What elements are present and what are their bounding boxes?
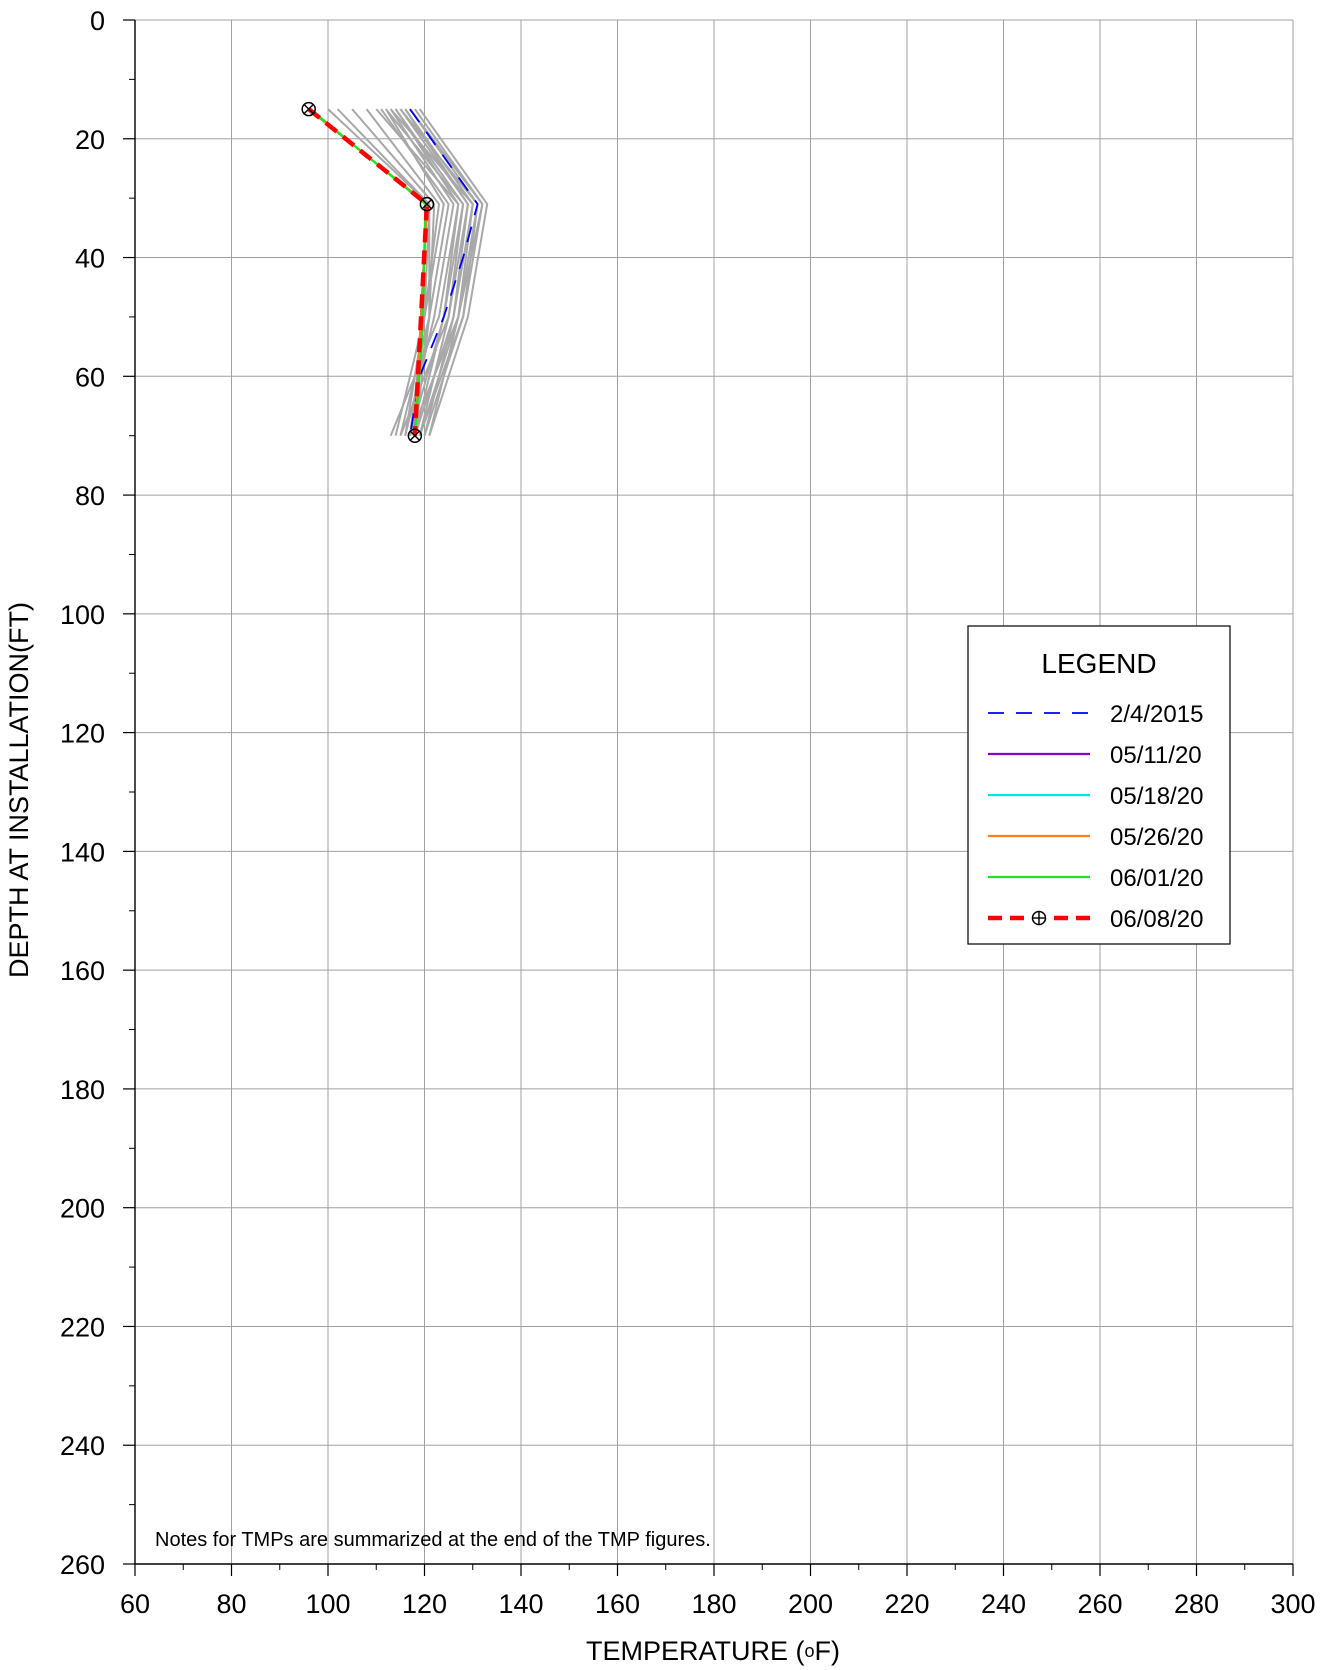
x-tick-label: 220 bbox=[884, 1589, 929, 1619]
series-line-06-08-20 bbox=[307, 107, 430, 436]
marker-cross-b bbox=[409, 430, 420, 441]
marker-circle bbox=[301, 101, 316, 117]
legend-entries: 2/4/2015 05/11/20 05/18/20 05/26/20 06/01/20… bbox=[988, 701, 1203, 933]
legend-label: 06/01/20 bbox=[1110, 865, 1203, 892]
x-axis-title: TEMPERATURE (oF) bbox=[586, 1636, 840, 1666]
legend-title: LEGEND bbox=[1041, 648, 1156, 679]
legend-label: 2/4/2015 bbox=[1110, 701, 1203, 728]
legend-entry: 2/4/2015 bbox=[988, 701, 1203, 728]
y-tick-label: 260 bbox=[60, 1550, 105, 1580]
y-tick-label: 120 bbox=[60, 719, 105, 749]
marker-circle bbox=[407, 428, 423, 443]
y-tick-label: 60 bbox=[75, 362, 105, 392]
legend: LEGEND 2/4/2015 05/11/20 05/18/20 05/26/20 0… bbox=[967, 625, 1231, 945]
background-curve bbox=[336, 108, 431, 436]
legend-label: 05/26/20 bbox=[1110, 824, 1203, 851]
x-axis-title-unit-super: o bbox=[805, 1641, 815, 1661]
y-axis-title: DEPTH AT INSTALLATION(FT) bbox=[4, 602, 34, 978]
x-tick-label: 160 bbox=[595, 1589, 640, 1619]
y-tick-label: 200 bbox=[60, 1194, 105, 1224]
x-tick-label: 300 bbox=[1270, 1589, 1315, 1619]
background-curve bbox=[389, 108, 474, 437]
x-tick-label: 280 bbox=[1174, 1589, 1219, 1619]
x-tick-label: 120 bbox=[402, 1589, 447, 1619]
y-tick-label: 100 bbox=[60, 600, 105, 630]
x-tick-label: 60 bbox=[120, 1589, 150, 1619]
y-tick-label: 220 bbox=[60, 1312, 105, 1342]
x-axis-title-unit-tail: F) bbox=[815, 1636, 840, 1666]
legend-label: 05/18/20 bbox=[1110, 783, 1203, 810]
y-tick-label: 20 bbox=[75, 125, 105, 155]
data-point-marker bbox=[301, 101, 316, 117]
data-point-marker bbox=[419, 196, 435, 212]
tick-labels: 60 80 100 120 140 160 180 200 220 240 260 280 300 0 20… bbox=[60, 6, 1316, 1619]
x-tick-label: 80 bbox=[216, 1589, 246, 1619]
x-tick-label: 260 bbox=[1077, 1589, 1122, 1619]
legend-label: 06/08/20 bbox=[1110, 906, 1203, 933]
legend-entry: 05/11/20 bbox=[988, 742, 1202, 769]
y-tick-label: 240 bbox=[60, 1431, 105, 1461]
x-tick-label: 240 bbox=[981, 1589, 1026, 1619]
x-axis-title-main: TEMPERATURE ( bbox=[586, 1636, 805, 1666]
x-tick-label: 200 bbox=[788, 1589, 833, 1619]
marker-cross-b bbox=[303, 103, 314, 115]
y-tick-label: 180 bbox=[60, 1075, 105, 1105]
series-markers bbox=[301, 101, 435, 443]
background-curve bbox=[375, 108, 460, 436]
legend-entry: 05/18/20 bbox=[988, 783, 1203, 810]
marker-cross-b bbox=[421, 198, 433, 210]
y-tick-label: 140 bbox=[60, 837, 105, 867]
y-tick-label: 80 bbox=[75, 481, 105, 511]
background-curve bbox=[385, 108, 465, 436]
x-tick-label: 100 bbox=[305, 1589, 350, 1619]
legend-box bbox=[967, 625, 1231, 945]
legend-entry: 05/26/20 bbox=[988, 824, 1203, 851]
marker-circle bbox=[419, 196, 435, 212]
background-curve bbox=[414, 108, 484, 437]
legend-label: 05/11/20 bbox=[1110, 742, 1202, 769]
plot-frame-and-ticks bbox=[123, 19, 1294, 1576]
y-tick-label: 0 bbox=[90, 6, 105, 36]
figure-note: Notes for TMPs are summarized at the end… bbox=[155, 1529, 711, 1551]
x-tick-label: 180 bbox=[691, 1589, 736, 1619]
background-curve bbox=[389, 108, 460, 437]
legend-entry: 06/08/20 bbox=[988, 906, 1203, 933]
data-point-marker bbox=[407, 428, 423, 443]
background-curve bbox=[409, 108, 484, 437]
y-tick-label: 160 bbox=[60, 956, 105, 986]
legend-entry: 06/01/20 bbox=[988, 865, 1203, 892]
y-tick-label: 40 bbox=[75, 244, 105, 274]
background-curve bbox=[418, 108, 489, 437]
x-tick-label: 140 bbox=[498, 1589, 543, 1619]
background-curve bbox=[399, 108, 469, 437]
